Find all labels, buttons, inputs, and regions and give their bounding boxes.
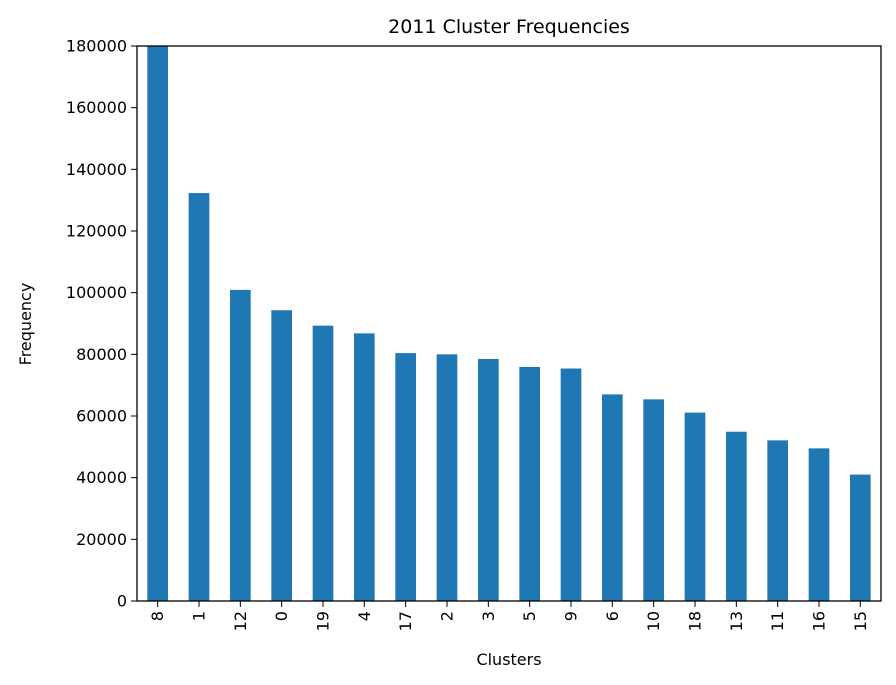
bar-cluster-8	[147, 46, 168, 601]
y-axis: 0 20000 40000 60000 80000 100000 120000 140000 1…	[66, 37, 137, 611]
x-tick-label: 3	[479, 611, 498, 621]
bars-group	[147, 46, 871, 601]
bar-cluster-1	[188, 193, 210, 601]
x-tick-label: 8	[148, 611, 167, 621]
bar-cluster-4	[354, 333, 375, 601]
plot-frame	[136, 45, 882, 602]
bar-cluster-2	[436, 354, 458, 601]
bar-cluster-5	[519, 366, 540, 601]
x-tick-label: 18	[686, 611, 705, 631]
y-tick-label: 180000	[66, 37, 127, 56]
bar-cluster-6	[602, 394, 623, 601]
x-tick-label: 16	[810, 611, 829, 631]
x-axis: 8 1 12 0 19 4 17 2 3 5 9 6 10 18 13 11 16 15	[148, 601, 870, 631]
y-axis-label: Frequency	[16, 283, 35, 366]
bar-cluster-15	[850, 474, 871, 601]
x-tick-label: 10	[644, 611, 663, 631]
bar-cluster-11	[767, 440, 788, 601]
x-tick-label: 1	[190, 611, 209, 621]
x-tick-label: 19	[314, 611, 333, 631]
x-tick-label: 13	[727, 611, 746, 631]
y-tick-label: 0	[117, 592, 127, 611]
y-tick-label: 160000	[66, 98, 127, 117]
y-tick-label: 100000	[66, 283, 127, 302]
bar-cluster-18	[684, 412, 706, 601]
x-tick-label: 6	[603, 611, 622, 621]
x-tick-label: 4	[355, 611, 374, 621]
x-tick-label: 2	[438, 611, 457, 621]
bar-cluster-3	[478, 358, 499, 601]
bar-cluster-17	[395, 353, 416, 601]
y-tick-label: 40000	[76, 468, 127, 487]
x-tick-label: 15	[851, 611, 870, 631]
x-tick-label: 12	[231, 611, 250, 631]
x-tick-label: 0	[272, 611, 291, 621]
y-tick-label: 20000	[76, 530, 127, 549]
x-tick-label: 11	[768, 611, 787, 631]
y-tick-label: 60000	[76, 407, 127, 426]
x-tick-label: 17	[396, 611, 415, 631]
bar-cluster-16	[808, 448, 830, 601]
x-axis-label: Clusters	[476, 650, 541, 669]
y-tick-label: 140000	[66, 160, 127, 179]
bar-cluster-12	[230, 289, 251, 601]
bar-cluster-10	[643, 399, 664, 601]
y-tick-label: 80000	[76, 345, 127, 364]
bar-cluster-0	[271, 310, 292, 601]
chart-title: 2011 Cluster Frequencies	[388, 16, 630, 38]
bar-cluster-19	[312, 325, 334, 601]
y-tick-label: 120000	[66, 222, 127, 241]
bar-cluster-9	[560, 368, 582, 601]
x-tick-label: 9	[562, 611, 581, 621]
x-tick-label: 5	[520, 611, 539, 621]
bar-cluster-13	[726, 431, 747, 601]
